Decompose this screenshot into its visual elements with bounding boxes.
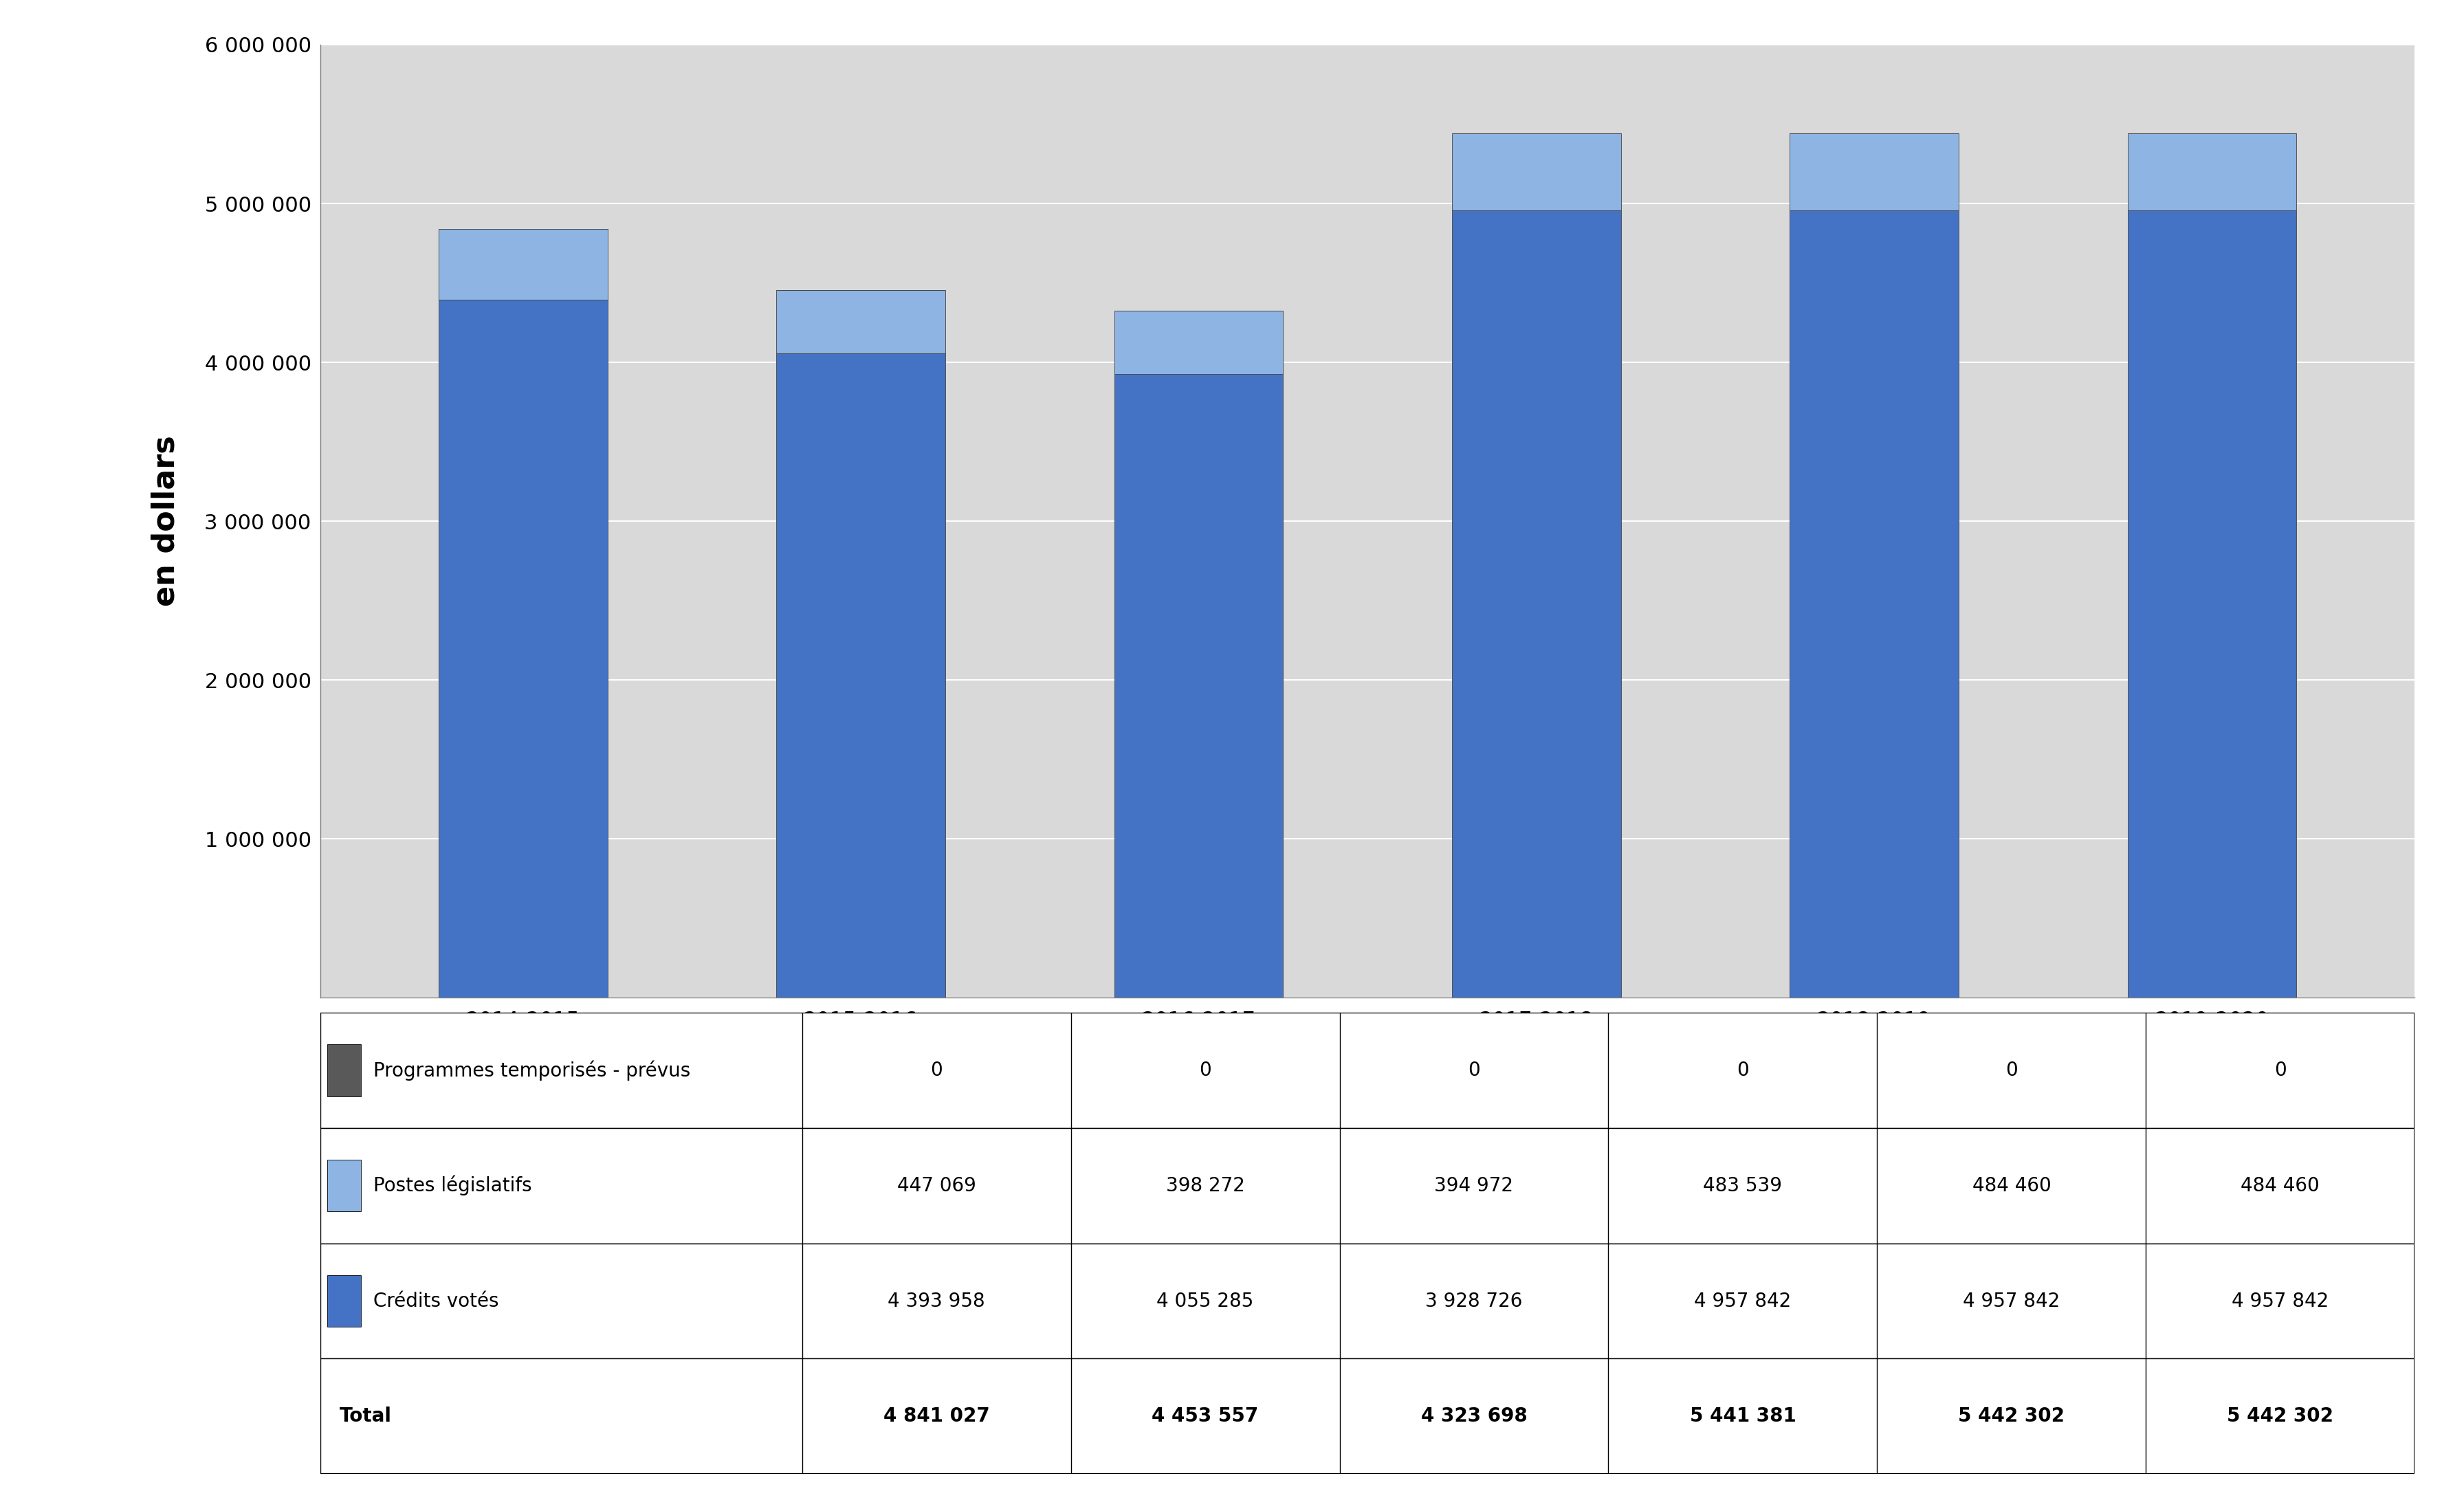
Text: 5 442 302: 5 442 302 <box>1959 1407 2065 1426</box>
Text: Postes législatifs: Postes législatifs <box>375 1175 532 1196</box>
Text: 4 393 958: 4 393 958 <box>887 1291 986 1310</box>
Bar <box>776 353 946 998</box>
Bar <box>1114 374 1284 998</box>
Text: 5 442 302: 5 442 302 <box>2227 1407 2333 1426</box>
Bar <box>2126 210 2296 998</box>
Bar <box>439 229 609 299</box>
Bar <box>320 1243 2415 1358</box>
Text: 4 841 027: 4 841 027 <box>882 1407 991 1426</box>
Bar <box>439 299 609 998</box>
Text: 0: 0 <box>1200 1060 1212 1080</box>
Y-axis label: en dollars: en dollars <box>150 436 180 606</box>
Bar <box>1451 134 1621 210</box>
Bar <box>328 1275 362 1327</box>
Text: 4 957 842: 4 957 842 <box>2232 1291 2328 1310</box>
Text: Crédits votés: Crédits votés <box>375 1291 498 1310</box>
Text: 0: 0 <box>1469 1060 1481 1080</box>
Bar <box>1789 210 1959 998</box>
Text: 394 972: 394 972 <box>1434 1176 1513 1196</box>
Bar <box>320 1358 2415 1474</box>
Text: 4 957 842: 4 957 842 <box>1695 1291 1791 1310</box>
Text: 0: 0 <box>1737 1060 1749 1080</box>
Bar <box>776 290 946 353</box>
Bar <box>1789 133 1959 210</box>
Text: 398 272: 398 272 <box>1165 1176 1244 1196</box>
Bar <box>328 1044 362 1096</box>
Bar <box>2126 133 2296 210</box>
Text: 447 069: 447 069 <box>897 1176 976 1196</box>
Bar <box>1114 311 1284 374</box>
Text: 4 957 842: 4 957 842 <box>1964 1291 2060 1310</box>
Bar <box>1451 210 1621 998</box>
Text: 3 928 726: 3 928 726 <box>1424 1291 1523 1310</box>
Text: 0: 0 <box>2006 1060 2018 1080</box>
Text: 483 539: 483 539 <box>1703 1176 1781 1196</box>
Text: 0: 0 <box>931 1060 944 1080</box>
Text: Programmes temporisés - prévus: Programmes temporisés - prévus <box>375 1060 690 1081</box>
Text: Total: Total <box>340 1407 392 1426</box>
Text: 4 453 557: 4 453 557 <box>1151 1407 1259 1426</box>
Text: 4 323 698: 4 323 698 <box>1422 1407 1528 1426</box>
Bar <box>320 1129 2415 1243</box>
Bar <box>320 1013 2415 1129</box>
Text: 484 460: 484 460 <box>2240 1176 2319 1196</box>
Text: 484 460: 484 460 <box>1971 1176 2050 1196</box>
Text: 4 055 285: 4 055 285 <box>1156 1291 1254 1310</box>
Bar <box>328 1160 362 1212</box>
Text: 5 441 381: 5 441 381 <box>1690 1407 1796 1426</box>
Text: 0: 0 <box>2274 1060 2287 1080</box>
